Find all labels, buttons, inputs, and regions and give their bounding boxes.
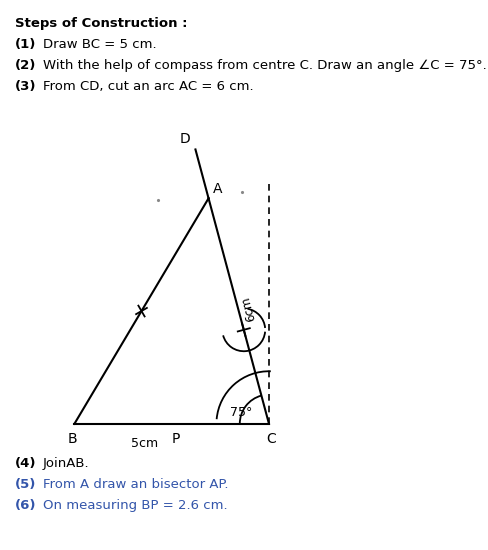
Text: (2): (2)	[15, 59, 36, 72]
Text: C: C	[265, 432, 275, 447]
Text: B: B	[67, 432, 77, 447]
Text: 6cm: 6cm	[238, 295, 257, 322]
Text: (3): (3)	[15, 80, 36, 93]
Text: D: D	[179, 133, 189, 146]
Text: From CD, cut an arc AC = 6 cm.: From CD, cut an arc AC = 6 cm.	[43, 80, 253, 93]
Text: Steps of Construction :: Steps of Construction :	[15, 16, 187, 30]
Text: 75°: 75°	[229, 405, 252, 419]
Text: P: P	[171, 432, 180, 447]
Text: From A draw an bisector AP.: From A draw an bisector AP.	[43, 477, 228, 491]
Text: Draw BC = 5 cm.: Draw BC = 5 cm.	[43, 37, 156, 51]
Text: (6): (6)	[15, 499, 36, 512]
Text: (1): (1)	[15, 37, 36, 51]
Text: A: A	[213, 183, 222, 196]
Text: JoinAB.: JoinAB.	[43, 456, 89, 470]
Text: (4): (4)	[15, 456, 36, 470]
Text: On measuring BP = 2.6 cm.: On measuring BP = 2.6 cm.	[43, 499, 227, 512]
Text: (5): (5)	[15, 477, 36, 491]
Text: With the help of compass from centre C. Draw an angle ∠C = 75°.: With the help of compass from centre C. …	[43, 59, 486, 72]
Text: 5cm: 5cm	[131, 437, 158, 450]
